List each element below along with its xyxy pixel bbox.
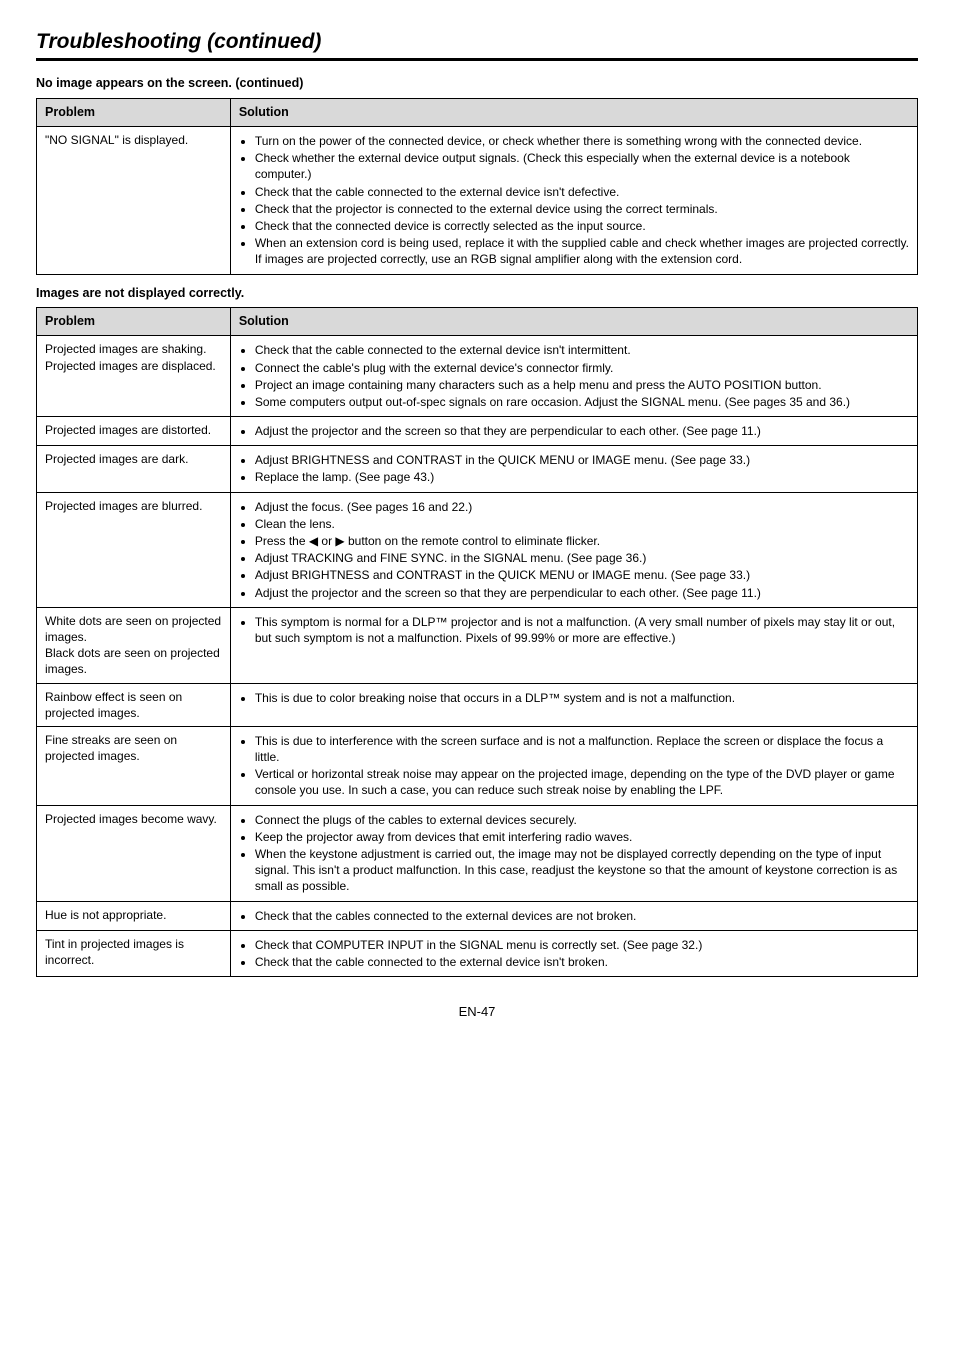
table-header-row: Problem Solution <box>37 308 918 336</box>
solution-cell: Check that COMPUTER INPUT in the SIGNAL … <box>230 930 917 976</box>
solution-list: Check that the cable connected to the ex… <box>239 342 909 410</box>
table-row: Tint in projected images is incorrect. C… <box>37 930 918 976</box>
list-item: This is due to interference with the scr… <box>255 733 909 765</box>
list-item: Check that the cable connected to the ex… <box>255 184 909 200</box>
list-item: Clean the lens. <box>255 516 909 532</box>
problem-cell: Projected images are shaking. Projected … <box>37 336 231 417</box>
table-row: White dots are seen on projected images.… <box>37 607 918 683</box>
list-item: Turn on the power of the connected devic… <box>255 133 909 149</box>
col-header-problem: Problem <box>37 308 231 336</box>
solution-list: This is due to interference with the scr… <box>239 733 909 799</box>
solution-cell: Check that the cable connected to the ex… <box>230 336 917 417</box>
solution-cell: This is due to color breaking noise that… <box>230 683 917 726</box>
problem-cell: White dots are seen on projected images.… <box>37 607 231 683</box>
list-item: Check that COMPUTER INPUT in the SIGNAL … <box>255 937 909 953</box>
page-title: Troubleshooting (continued) <box>36 28 918 56</box>
list-item: Adjust BRIGHTNESS and CONTRAST in the QU… <box>255 567 909 583</box>
list-item: Check that the projector is connected to… <box>255 201 909 217</box>
section2-heading: Images are not displayed correctly. <box>36 285 918 302</box>
list-item: Some computers output out-of-spec signal… <box>255 394 909 410</box>
list-item: When the keystone adjustment is carried … <box>255 846 909 895</box>
list-item: Connect the cable's plug with the extern… <box>255 360 909 376</box>
list-item: Check that the cable connected to the ex… <box>255 954 909 970</box>
page-number: EN-47 <box>36 1003 918 1021</box>
table-row: Projected images become wavy. Connect th… <box>37 805 918 901</box>
problem-cell: Projected images become wavy. <box>37 805 231 901</box>
table-header-row: Problem Solution <box>37 99 918 127</box>
list-item: Adjust TRACKING and FINE SYNC. in the SI… <box>255 550 909 566</box>
problem-cell: Projected images are dark. <box>37 446 231 492</box>
list-item: Check that the cable connected to the ex… <box>255 342 909 358</box>
list-item: Vertical or horizontal streak noise may … <box>255 766 909 798</box>
solution-cell: Connect the plugs of the cables to exter… <box>230 805 917 901</box>
list-item: This is due to color breaking noise that… <box>255 690 909 706</box>
table-row: "NO SIGNAL" is displayed. Turn on the po… <box>37 127 918 275</box>
problem-cell: Hue is not appropriate. <box>37 901 231 930</box>
solution-list: This symptom is normal for a DLP™ projec… <box>239 614 909 646</box>
list-item: Adjust the projector and the screen so t… <box>255 423 909 439</box>
list-item: This symptom is normal for a DLP™ projec… <box>255 614 909 646</box>
col-header-solution: Solution <box>230 308 917 336</box>
table-row: Hue is not appropriate. Check that the c… <box>37 901 918 930</box>
solution-cell: Turn on the power of the connected devic… <box>230 127 917 275</box>
solution-cell: This is due to interference with the scr… <box>230 726 917 805</box>
list-item: Project an image containing many charact… <box>255 377 909 393</box>
list-item: Adjust the focus. (See pages 16 and 22.) <box>255 499 909 515</box>
table-row: Projected images are shaking. Projected … <box>37 336 918 417</box>
list-item: Adjust the projector and the screen so t… <box>255 585 909 601</box>
list-item: When an extension cord is being used, re… <box>255 235 909 267</box>
solution-list: Check that COMPUTER INPUT in the SIGNAL … <box>239 937 909 970</box>
problem-cell: Rainbow effect is seen on projected imag… <box>37 683 231 726</box>
table-row: Fine streaks are seen on projected image… <box>37 726 918 805</box>
solution-list: Adjust the focus. (See pages 16 and 22.)… <box>239 499 909 601</box>
problem-cell: Tint in projected images is incorrect. <box>37 930 231 976</box>
list-item: Check whether the external device output… <box>255 150 909 182</box>
section1-table: Problem Solution "NO SIGNAL" is displaye… <box>36 98 918 274</box>
solution-cell: Adjust BRIGHTNESS and CONTRAST in the QU… <box>230 446 917 492</box>
list-item: Connect the plugs of the cables to exter… <box>255 812 909 828</box>
section1-heading: No image appears on the screen. (continu… <box>36 75 918 92</box>
solution-list: This is due to color breaking noise that… <box>239 690 909 706</box>
problem-cell: "NO SIGNAL" is displayed. <box>37 127 231 275</box>
list-item: Keep the projector away from devices tha… <box>255 829 909 845</box>
table-row: Projected images are blurred. Adjust the… <box>37 492 918 607</box>
table-row: Rainbow effect is seen on projected imag… <box>37 683 918 726</box>
problem-cell: Projected images are blurred. <box>37 492 231 607</box>
list-item: Replace the lamp. (See page 43.) <box>255 469 909 485</box>
list-item: Check that the connected device is corre… <box>255 218 909 234</box>
list-item: Adjust BRIGHTNESS and CONTRAST in the QU… <box>255 452 909 468</box>
table-row: Projected images are distorted. Adjust t… <box>37 417 918 446</box>
solution-list: Check that the cables connected to the e… <box>239 908 909 924</box>
solution-list: Turn on the power of the connected devic… <box>239 133 909 268</box>
solution-list: Connect the plugs of the cables to exter… <box>239 812 909 895</box>
section2-table: Problem Solution Projected images are sh… <box>36 307 918 977</box>
problem-cell: Projected images are distorted. <box>37 417 231 446</box>
title-wrap: Troubleshooting (continued) <box>36 28 918 61</box>
list-item: Check that the cables connected to the e… <box>255 908 909 924</box>
solution-cell: Adjust the focus. (See pages 16 and 22.)… <box>230 492 917 607</box>
problem-cell: Fine streaks are seen on projected image… <box>37 726 231 805</box>
solution-list: Adjust the projector and the screen so t… <box>239 423 909 439</box>
table-row: Projected images are dark. Adjust BRIGHT… <box>37 446 918 492</box>
solution-list: Adjust BRIGHTNESS and CONTRAST in the QU… <box>239 452 909 485</box>
solution-cell: This symptom is normal for a DLP™ projec… <box>230 607 917 683</box>
col-header-solution: Solution <box>230 99 917 127</box>
col-header-problem: Problem <box>37 99 231 127</box>
solution-cell: Check that the cables connected to the e… <box>230 901 917 930</box>
list-item: Press the ◀ or ▶ button on the remote co… <box>255 533 909 549</box>
solution-cell: Adjust the projector and the screen so t… <box>230 417 917 446</box>
